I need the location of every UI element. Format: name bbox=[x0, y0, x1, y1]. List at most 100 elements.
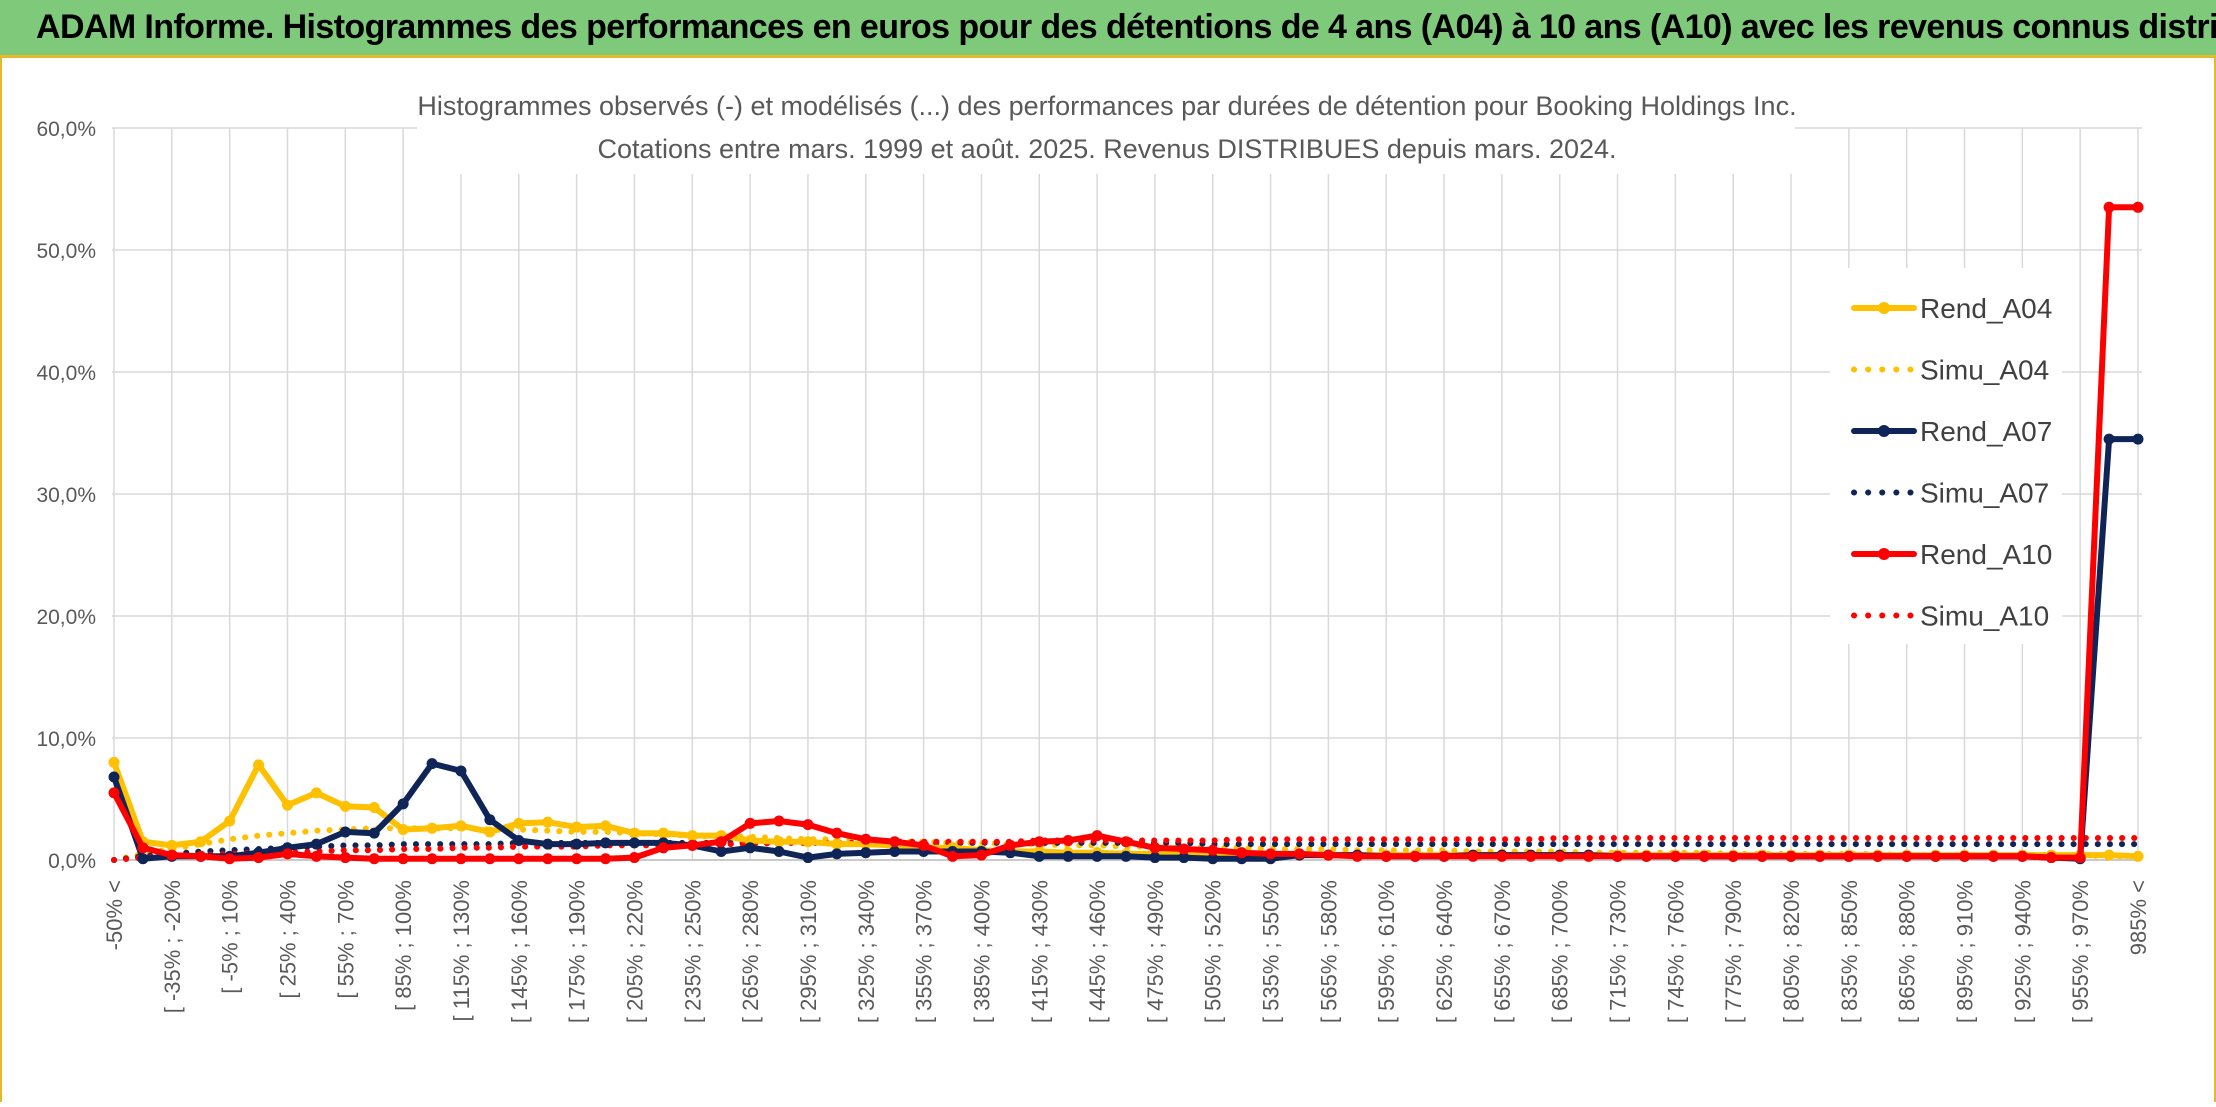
series-point-Rend_A07 bbox=[137, 853, 149, 865]
series-point-Rend_A10 bbox=[426, 853, 438, 865]
y-axis-ticks: 0,0% 10,0% 20,0% 30,0% 40,0% 50,0% 60,0% bbox=[36, 118, 96, 873]
series-point-Rend_A10 bbox=[1322, 849, 1334, 861]
x-tick-label: -50% < bbox=[102, 880, 127, 950]
x-tick-label: [ 865% ; 880% bbox=[1895, 880, 1920, 1023]
series-point-Rend_A07 bbox=[571, 838, 583, 850]
y-tick-label: 10,0% bbox=[36, 728, 96, 751]
series-point-Rend_A10 bbox=[860, 833, 872, 845]
series-point-Rend_A10 bbox=[628, 852, 640, 864]
series-point-Rend_A10 bbox=[1525, 850, 1537, 862]
series-point-Rend_A10 bbox=[1727, 850, 1739, 862]
series-point-Rend_A04 bbox=[339, 800, 351, 812]
legend-label-Rend_A04: Rend_A04 bbox=[1920, 293, 2052, 324]
series-point-Rend_A10 bbox=[542, 853, 554, 865]
y-tick-label: 60,0% bbox=[36, 118, 96, 141]
series-point-Rend_A10 bbox=[1351, 850, 1363, 862]
x-tick-label: [ 595% ; 610% bbox=[1374, 880, 1399, 1023]
x-tick-label: [ 325% ; 340% bbox=[854, 880, 879, 1023]
series-point-Rend_A04 bbox=[166, 839, 178, 851]
x-tick-label: [ 745% ; 760% bbox=[1663, 880, 1688, 1023]
series-point-Rend_A10 bbox=[1004, 839, 1016, 851]
series-point-Rend_A04 bbox=[513, 817, 525, 829]
x-tick-label: [ 385% ; 400% bbox=[969, 880, 994, 1023]
legend: Rend_A04 Simu_A04 Rend_A07 Simu_A07 Rend_A10… bbox=[1830, 268, 2062, 644]
series-point-Rend_A10 bbox=[1612, 850, 1624, 862]
series-point-Rend_A10 bbox=[686, 839, 698, 851]
series-point-Rend_A10 bbox=[947, 850, 959, 862]
x-tick-label: [ 835% ; 850% bbox=[1837, 880, 1862, 1023]
series-point-Rend_A10 bbox=[600, 853, 612, 865]
x-tick-label: [ 535% ; 550% bbox=[1259, 880, 1284, 1023]
series-point-Rend_A10 bbox=[1496, 850, 1508, 862]
series-point-Rend_A10 bbox=[1872, 850, 1884, 862]
x-tick-label: [ 475% ; 490% bbox=[1143, 880, 1168, 1023]
series-point-Rend_A10 bbox=[2074, 852, 2086, 864]
series-point-Rend_A04 bbox=[253, 759, 265, 771]
series-point-Rend_A10 bbox=[1293, 848, 1305, 860]
series-point-Rend_A10 bbox=[1062, 834, 1074, 846]
series-point-Rend_A07 bbox=[455, 765, 467, 777]
series-point-Rend_A10 bbox=[455, 853, 467, 865]
series-point-Rend_A04 bbox=[2103, 849, 2115, 861]
series-point-Rend_A10 bbox=[1120, 836, 1132, 848]
x-tick-label: [ 625% ; 640% bbox=[1432, 880, 1457, 1023]
series-point-Rend_A07 bbox=[2103, 433, 2115, 445]
y-tick-label: 30,0% bbox=[36, 484, 96, 507]
series-point-Rend_A07 bbox=[397, 798, 409, 810]
series-point-Rend_A04 bbox=[571, 821, 583, 833]
series-point-Rend_A04 bbox=[281, 799, 293, 811]
series-point-Rend_A04 bbox=[455, 820, 467, 832]
series-point-Rend_A10 bbox=[1669, 850, 1681, 862]
series-point-Rend_A04 bbox=[802, 836, 814, 848]
series-point-Rend_A04 bbox=[628, 827, 640, 839]
chart-frame: 0,0% 10,0% 20,0% 30,0% 40,0% 50,0% 60,0% -50% … bbox=[0, 58, 2216, 1102]
series-point-Rend_A07 bbox=[310, 838, 322, 850]
series-point-Rend_A10 bbox=[137, 842, 149, 854]
x-tick-label: [ 145% ; 160% bbox=[507, 880, 532, 1023]
series-point-Rend_A10 bbox=[1901, 850, 1913, 862]
x-tick-label: [ 895% ; 910% bbox=[1953, 880, 1978, 1023]
series-point-Rend_A10 bbox=[1554, 850, 1566, 862]
series-point-Rend_A04 bbox=[484, 826, 496, 838]
y-tick-label: 0,0% bbox=[48, 850, 96, 873]
series-point-Rend_A10 bbox=[715, 836, 727, 848]
series-point-Rend_A10 bbox=[1640, 850, 1652, 862]
series-point-Rend_A10 bbox=[1149, 842, 1161, 854]
series-point-Rend_A10 bbox=[1843, 850, 1855, 862]
x-tick-label: [ 445% ; 460% bbox=[1085, 880, 1110, 1023]
series-point-Rend_A10 bbox=[657, 842, 669, 854]
x-tick-label: [ 505% ; 520% bbox=[1201, 880, 1226, 1023]
series-point-Rend_A10 bbox=[1265, 848, 1277, 860]
series-point-Rend_A07 bbox=[1062, 850, 1074, 862]
series-line-Simu_A07 bbox=[111, 839, 2141, 863]
legend-marker-Rend_A04 bbox=[1878, 302, 1890, 314]
series-point-Rend_A10 bbox=[2103, 201, 2115, 213]
series-point-Rend_A04 bbox=[2132, 850, 2144, 862]
series-point-Rend_A10 bbox=[368, 853, 380, 865]
series-point-Rend_A10 bbox=[1467, 850, 1479, 862]
x-tick-label: [ -35% ; -20% bbox=[160, 880, 185, 1013]
series-point-Rend_A10 bbox=[310, 850, 322, 862]
series-point-Rend_A07 bbox=[426, 758, 438, 770]
series-point-Rend_A10 bbox=[1785, 850, 1797, 862]
series-point-Rend_A07 bbox=[484, 814, 496, 826]
series-point-Rend_A07 bbox=[1207, 853, 1219, 865]
series-point-Rend_A10 bbox=[1438, 850, 1450, 862]
series-point-Rend_A10 bbox=[166, 849, 178, 861]
series-point-Rend_A10 bbox=[108, 787, 120, 799]
x-tick-label: [ 175% ; 190% bbox=[565, 880, 590, 1023]
x-tick-label: [ 955% ; 970% bbox=[2068, 880, 2093, 1023]
series-point-Rend_A07 bbox=[339, 826, 351, 838]
series-point-Rend_A10 bbox=[1178, 843, 1190, 855]
series-point-Rend_A04 bbox=[310, 787, 322, 799]
x-tick-label: [ 235% ; 250% bbox=[680, 880, 705, 1023]
gridlines bbox=[112, 127, 2142, 861]
series-point-Rend_A04 bbox=[831, 838, 843, 850]
series-point-Rend_A07 bbox=[368, 827, 380, 839]
series-point-Rend_A10 bbox=[773, 815, 785, 827]
series-point-Rend_A07 bbox=[831, 848, 843, 860]
series-point-Rend_A07 bbox=[1120, 850, 1132, 862]
legend-label-Simu_A07: Simu_A07 bbox=[1920, 478, 2049, 509]
x-tick-label: [ 55% ; 70% bbox=[333, 880, 358, 999]
series-point-Rend_A10 bbox=[253, 852, 265, 864]
